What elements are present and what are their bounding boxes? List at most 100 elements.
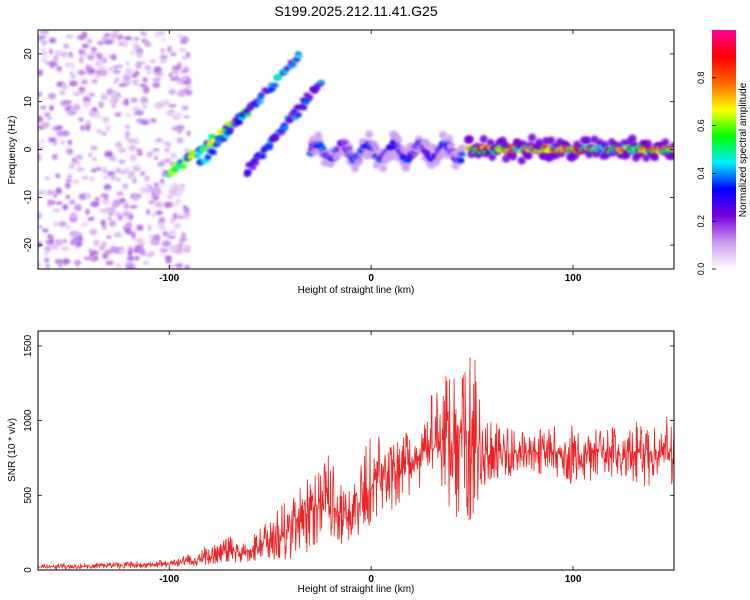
colorbar-tick-label: 0.4: [696, 167, 706, 180]
spectrogram-noise-blob: [104, 150, 114, 158]
spectrogram-noise-blob: [89, 177, 95, 181]
spectrogram-noise-blob: [65, 179, 73, 183]
spectrogram-noise-blob: [184, 148, 190, 154]
spectrogram-noise-blob: [180, 232, 187, 238]
spectrogram-band-halo: [509, 152, 518, 161]
spectrogram-noise-blob: [56, 129, 64, 137]
spectrogram-noise-blob: [90, 46, 97, 52]
spectrogram-noise-blob: [69, 212, 78, 220]
spectrogram-band-halo: [458, 144, 466, 153]
spectrogram-band-halo: [524, 151, 533, 160]
spectrogram-noise-blob: [125, 113, 132, 118]
spectrogram-x-label: Height of straight line (km): [298, 285, 415, 296]
spectrogram-noise-blob: [78, 117, 84, 122]
spectrogram-noise-blob: [180, 76, 188, 82]
spectrogram-noise-blob: [78, 87, 86, 91]
spectrogram-noise-blob: [164, 158, 172, 163]
spectrogram-noise-blob: [142, 260, 150, 265]
spectrogram-noise-blob: [53, 192, 58, 198]
spectrogram-noise-blob: [77, 69, 87, 76]
snr-y-tick-label: 500: [23, 487, 34, 504]
spectrogram-noise-blob: [52, 208, 61, 213]
spectrogram-noise-blob: [177, 89, 187, 96]
spectrogram-noise-blob: [48, 37, 57, 44]
spectrogram-noise-blob: [132, 106, 141, 112]
spectrogram-y-label: Frequency (Hz): [7, 116, 18, 185]
spectrogram-noise-blob: [132, 165, 142, 172]
spectrogram-noise-blob: [109, 32, 118, 37]
spectrogram-noise-blob: [115, 167, 122, 174]
spectrogram-y-tick-label: -20: [23, 237, 34, 252]
spectrogram-noise-blob: [92, 107, 97, 112]
spectrogram-band-halo: [438, 131, 447, 140]
spectrogram-noise-blob: [64, 182, 71, 189]
spectrogram-noise-blob: [102, 116, 110, 123]
spectrogram-noise-blob: [48, 48, 54, 55]
spectrogram-x-tick-label: 0: [368, 273, 374, 284]
spectrogram-streak-blob: [306, 94, 314, 100]
spectrogram-noise-blob: [55, 187, 63, 195]
spectrogram-noise-blob: [91, 157, 97, 161]
spectrogram-x-ticks: -100 0 100: [159, 30, 582, 284]
spectrogram-noise-blob: [152, 148, 160, 152]
spectrogram-noise-blob: [66, 110, 76, 116]
spectrogram-noise-blob: [100, 219, 106, 226]
spectrogram-band-halo: [351, 164, 360, 173]
spectrogram-streak-blob: [235, 119, 243, 126]
spectrogram-noise-blob: [111, 202, 118, 210]
spectrogram-noise-blob: [161, 37, 166, 43]
spectrogram-streak-blob: [256, 99, 264, 105]
spectrogram-noise-blob: [65, 62, 71, 67]
spectrogram-noise-blob: [96, 128, 102, 134]
spectrogram-noise-blob: [130, 50, 135, 55]
spectrogram-noise-blob: [60, 83, 68, 91]
spectrogram-streak-blob: [275, 74, 283, 80]
spectrogram-noise-blob: [162, 240, 171, 247]
spectrogram-noise-blob: [156, 138, 163, 142]
spectrogram-noise-blob: [168, 104, 177, 108]
spectrogram-noise-blob: [179, 70, 185, 74]
spectrogram-band-halo: [583, 136, 592, 145]
spectrogram-noise-blob: [124, 166, 130, 172]
spectrogram-noise-blob: [93, 255, 99, 261]
spectrogram-noise-blob: [127, 250, 133, 257]
spectrogram-noise-blob: [127, 255, 135, 261]
spectrogram-noise-blob: [139, 248, 146, 256]
spectrogram-noise-blob: [76, 166, 85, 172]
spectrogram-noise-blob: [85, 208, 90, 216]
spectrogram-noise-blob: [39, 105, 47, 110]
spectrogram-noise-blob: [116, 177, 121, 182]
spectrogram-marks: [38, 30, 674, 269]
spectrogram-streak-blob: [252, 160, 260, 166]
spectrogram-noise-blob: [184, 264, 190, 269]
spectrogram-noise-blob: [181, 80, 190, 85]
snr-y-tick-label: 1500: [23, 334, 34, 357]
spectrogram-noise-blob: [70, 62, 75, 70]
spectrogram-noise-blob: [166, 256, 172, 261]
spectrogram-noise-blob: [112, 80, 118, 84]
snr-y-ticks: 0 500 1000 1500: [23, 334, 674, 573]
spectrogram-noise-blob: [113, 232, 123, 238]
spectrogram-noise-blob: [186, 130, 191, 137]
spectrogram-noise-blob: [154, 104, 161, 109]
spectrogram-noise-blob: [73, 179, 79, 184]
spectrogram-noise-blob: [78, 193, 88, 201]
spectrogram-noise-blob: [123, 98, 130, 106]
spectrogram-noise-blob: [109, 98, 114, 105]
spectrogram-noise-blob: [58, 220, 67, 228]
spectrogram-noise-blob: [80, 79, 89, 85]
spectrogram-noise-blob: [69, 80, 78, 87]
spectrogram-noise-blob: [152, 81, 161, 89]
spectrogram-noise-blob: [177, 62, 182, 70]
spectrogram-noise-blob: [52, 154, 57, 161]
spectrogram-noise-blob: [136, 50, 143, 58]
spectrogram-band-halo: [650, 153, 659, 162]
spectrogram-noise-blob: [184, 89, 193, 96]
spectrogram-noise-blob: [164, 148, 170, 152]
spectrogram-noise-blob: [163, 201, 173, 209]
spectrogram-noise-blob: [133, 36, 140, 42]
snr-x-tick-label: -100: [159, 574, 179, 585]
spectrogram-band-halo: [661, 138, 670, 147]
spectrogram-noise-blob: [142, 86, 150, 94]
